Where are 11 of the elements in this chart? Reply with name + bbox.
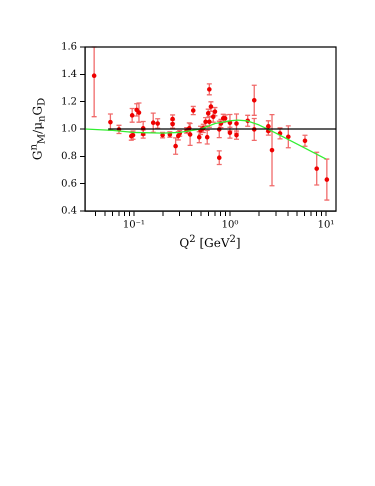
y-tick-label: 1.4 <box>61 68 77 80</box>
x-tick-label: 10⁰ <box>222 220 238 231</box>
y-tick-label: 0.6 <box>61 178 77 190</box>
y-tick-label: 0.4 <box>61 206 77 217</box>
x-axis-title: Q$^{2}$ [GeV$^{2}$] <box>179 234 241 250</box>
y-tick-label: 1.0 <box>61 124 77 135</box>
x-tick-label: 10¹ <box>318 220 334 231</box>
y-tick-label: 1.6 <box>61 42 77 53</box>
x-tick-label: 10⁻¹ <box>122 220 145 231</box>
y-tick-label: 0.8 <box>61 150 77 162</box>
y-tick-label: 1.2 <box>61 96 77 108</box>
